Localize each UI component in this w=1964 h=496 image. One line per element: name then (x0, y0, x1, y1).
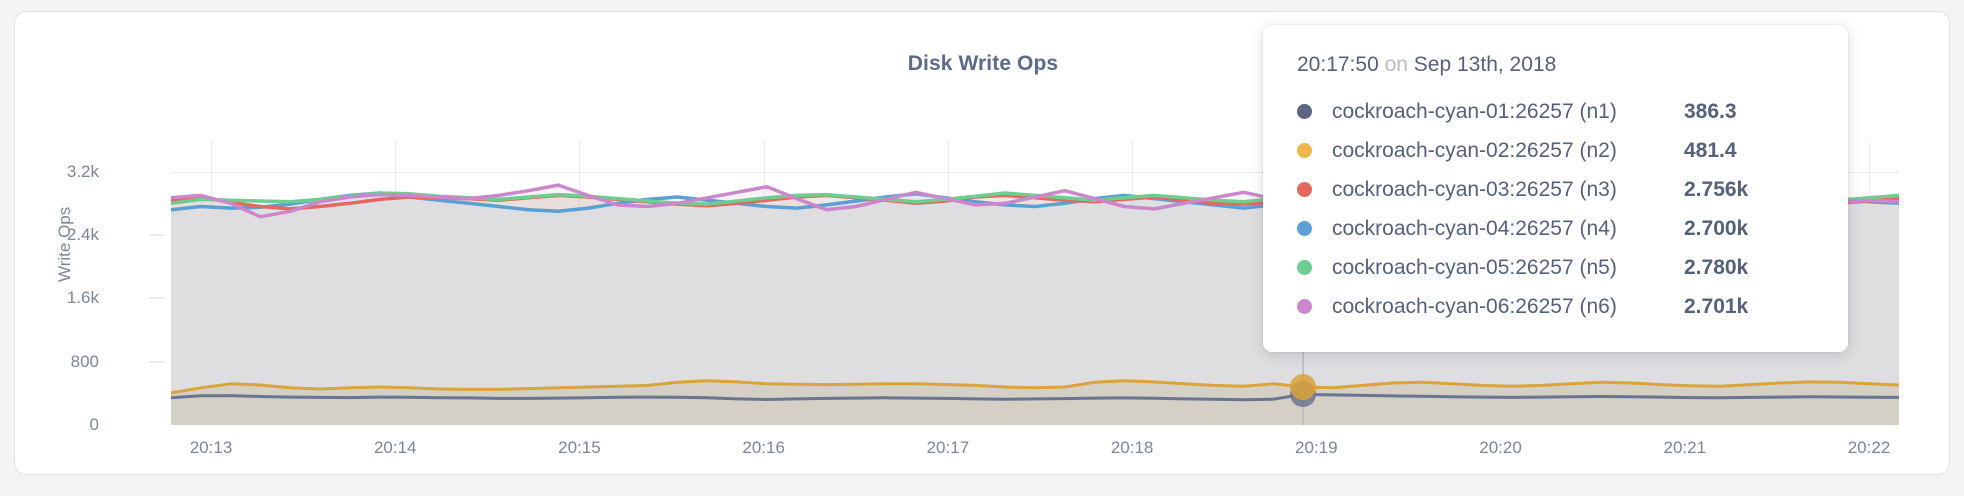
x-axis-tick-label: 20:22 (1847, 438, 1891, 457)
tooltip-series-label: cockroach-cyan-03:26257 (n3) (1332, 177, 1617, 201)
series-color-dot-icon (1297, 143, 1312, 158)
y-axis-tick-label: 1.6k (66, 288, 99, 308)
x-axis-tick-label: 20:20 (1479, 438, 1522, 457)
x-axis-tick-label: 20:18 (1110, 438, 1154, 457)
tooltip-time: 20:17:50 (1297, 53, 1379, 76)
tooltip-series-label: cockroach-cyan-02:26257 (n2) (1332, 138, 1617, 162)
tooltip-row: cockroach-cyan-05:26257 (n5) 2.780k (1297, 248, 1818, 287)
tooltip-rows: cockroach-cyan-01:26257 (n1) 386.3 cockroa… (1297, 92, 1818, 326)
x-axis-tick-label: 20:14 (373, 438, 417, 457)
series-line-n2 (171, 381, 1899, 393)
y-axis-tick-mark (149, 234, 165, 236)
tooltip-date: Sep 13th, 2018 (1413, 53, 1557, 76)
x-axis-tick-label: 20:13 (189, 438, 233, 457)
tooltip-header: 20:17:50 on Sep 13th, 2018 (1297, 53, 1818, 77)
series-color-dot-icon (1297, 221, 1312, 236)
tooltip-series-value: 481.4 (1684, 138, 1737, 162)
tooltip-row: cockroach-cyan-02:26257 (n2) 481.4 (1297, 131, 1818, 170)
tooltip-series-value: 2.701k (1684, 294, 1749, 318)
tooltip-on-word: on (1384, 53, 1408, 76)
tooltip-series-value: 2.756k (1684, 177, 1749, 201)
x-axis-tick-label: 20:19 (1295, 438, 1338, 457)
metric-card: Disk Write Ops Write Ops 0 800 1.6k 2.4k 3.2… (14, 11, 1950, 475)
y-axis-tick-label: 2.4k (66, 225, 99, 244)
y-axis-tick-label: 0 (89, 415, 99, 434)
series-fill-n5 (171, 189, 1899, 217)
x-axis-tick-label: 20:16 (742, 438, 785, 457)
y-axis-tick-label: 800 (70, 351, 99, 371)
tooltip-series-value: 2.780k (1684, 255, 1749, 279)
y-axis-tick-mark (149, 297, 165, 299)
tooltip-row: cockroach-cyan-06:26257 (n6) 2.701k (1297, 287, 1818, 326)
tooltip-series-value: 386.3 (1684, 99, 1737, 123)
series-color-dot-icon (1297, 299, 1312, 314)
page-title: Disk Write Ops (907, 52, 1059, 75)
hover-tooltip: 20:17:50 on Sep 13th, 2018 cockroach-cya… (1263, 25, 1848, 352)
tooltip-series-value: 2.700k (1684, 216, 1749, 240)
axis-layer: 0 800 1.6k 2.4k 3.2k 20:13 20:14 20:15 20:16 20:1… (67, 140, 1899, 457)
tooltip-row: cockroach-cyan-03:26257 (n3) 2.756k (1297, 170, 1818, 209)
series-area-low (171, 380, 1899, 425)
tooltip-row: cockroach-cyan-01:26257 (n1) 386.3 (1297, 92, 1818, 131)
y-axis-tick-label: 3.2k (66, 161, 99, 181)
tooltip-row: cockroach-cyan-04:26257 (n4) 2.700k (1297, 209, 1818, 248)
x-axis-tick-label: 20:17 (926, 438, 970, 457)
tooltip-series-label: cockroach-cyan-05:26257 (n5) (1332, 255, 1617, 279)
x-axis-tick-label: 20:21 (1663, 438, 1707, 457)
series-fill-n6 (171, 185, 1899, 217)
tooltip-series-label: cockroach-cyan-04:26257 (n4) (1332, 216, 1617, 240)
y-axis-tick-mark (149, 361, 165, 363)
series-color-dot-icon (1297, 104, 1312, 119)
series-color-dot-icon (1297, 182, 1312, 197)
x-axis-tick-label: 20:15 (558, 438, 601, 457)
series-color-dot-icon (1297, 260, 1312, 275)
tooltip-series-label: cockroach-cyan-06:26257 (n6) (1332, 294, 1617, 318)
hover-marker-n2[interactable] (1290, 373, 1317, 400)
series-line-n1 (171, 394, 1899, 399)
tooltip-series-label: cockroach-cyan-01:26257 (n1) (1332, 99, 1617, 123)
gridline-horizontal (171, 171, 1899, 173)
